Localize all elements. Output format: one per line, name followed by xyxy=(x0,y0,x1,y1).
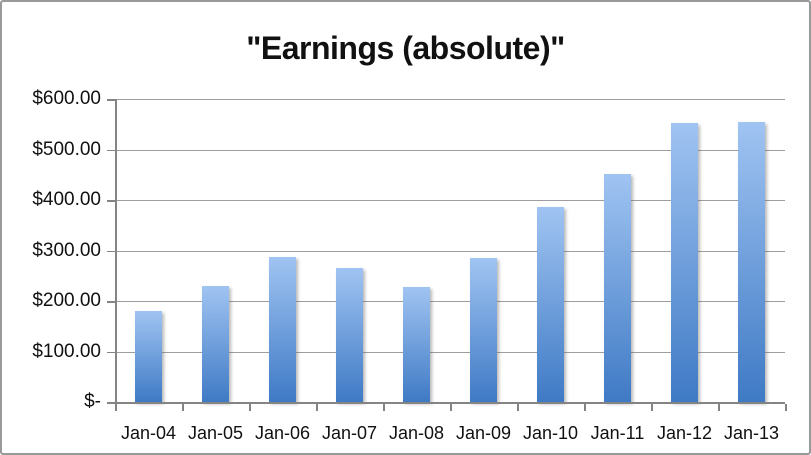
y-tick-label: $- xyxy=(84,391,101,412)
y-tick-label: $500.00 xyxy=(32,138,101,160)
bar xyxy=(537,206,564,402)
y-axis-line xyxy=(115,99,117,402)
bar xyxy=(738,122,765,402)
x-axis-line xyxy=(115,402,785,404)
chart-title: "Earnings (absolute)" xyxy=(246,30,565,66)
y-tick-label: $300.00 xyxy=(32,239,101,261)
x-axis-tick xyxy=(450,403,452,411)
x-tick-label: Jan-12 xyxy=(656,423,713,443)
y-axis-tick xyxy=(107,301,115,303)
x-axis-tick xyxy=(316,403,318,411)
x-tick-label: Jan-13 xyxy=(723,423,780,443)
y-axis-tick xyxy=(107,250,115,252)
y-axis-tick xyxy=(107,402,115,404)
gridline xyxy=(115,351,785,353)
y-axis-tick xyxy=(107,351,115,353)
x-axis-tick xyxy=(249,403,251,411)
y-tick-label: $600.00 xyxy=(32,88,101,109)
y-axis-tick xyxy=(107,99,115,101)
x-axis-tick xyxy=(584,403,586,411)
x-axis-tick xyxy=(182,403,184,411)
gridline xyxy=(115,99,785,100)
gridline xyxy=(115,200,785,201)
x-tick-label: Jan-05 xyxy=(187,423,244,443)
y-tick-label: $200.00 xyxy=(32,290,101,311)
y-axis-tick xyxy=(107,200,115,202)
x-tick-label: Jan-10 xyxy=(522,423,579,443)
y-axis-tick xyxy=(107,149,115,151)
x-tick-label: Jan-11 xyxy=(590,423,645,443)
bar xyxy=(202,286,229,402)
bar xyxy=(269,257,296,402)
x-tick-label: Jan-07 xyxy=(321,423,378,443)
gridline xyxy=(115,301,785,302)
y-tick-label: $100.00 xyxy=(32,340,101,362)
bar xyxy=(403,286,430,402)
x-axis-tick xyxy=(115,403,117,411)
x-axis-tick xyxy=(383,403,385,411)
bar xyxy=(135,311,162,402)
y-tick-label: $400.00 xyxy=(32,189,101,210)
x-axis-tick xyxy=(517,403,519,411)
x-tick-label: Jan-04 xyxy=(120,423,177,443)
x-tick-label: Jan-08 xyxy=(388,423,445,443)
bar xyxy=(604,173,631,402)
x-tick-label: Jan-09 xyxy=(455,423,512,443)
gridline xyxy=(115,149,785,151)
gridline xyxy=(115,250,785,252)
bar xyxy=(336,267,363,402)
x-axis-tick xyxy=(651,403,653,411)
x-axis-tick xyxy=(785,403,787,411)
x-tick-label: Jan-06 xyxy=(254,423,311,443)
bar xyxy=(671,123,698,402)
x-axis-tick xyxy=(718,403,720,411)
bar xyxy=(470,258,497,402)
